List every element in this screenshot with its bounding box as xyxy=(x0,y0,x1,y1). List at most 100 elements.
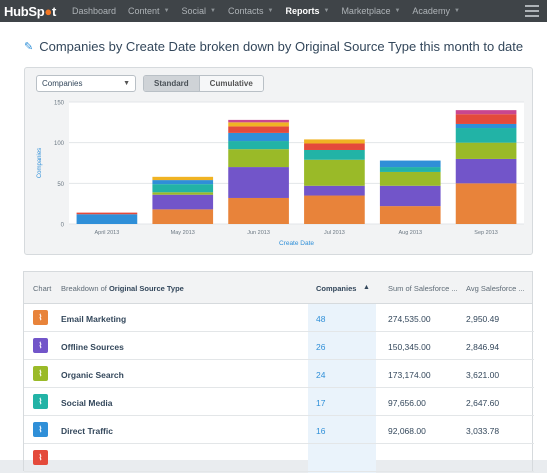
row-avg: 3,621.00 xyxy=(466,370,500,380)
row-avg: 2,846.94 xyxy=(466,342,500,352)
row-source-name[interactable]: Direct Traffic xyxy=(61,426,113,436)
chevron-down-icon: ▼ xyxy=(394,8,401,14)
nav-label: Reports xyxy=(285,6,320,16)
row-companies[interactable]: 24 xyxy=(316,370,326,380)
row-sum: 173,174.00 xyxy=(388,370,431,380)
bar-segment xyxy=(228,197,289,224)
row-source-name[interactable]: Social Media xyxy=(61,398,113,408)
series-chart-icon[interactable]: ⌇ xyxy=(33,422,48,437)
table-row[interactable]: ⌇ Email Marketing 48 274,535.00 2,950.49 xyxy=(24,304,534,332)
chevron-down-icon: ▼ xyxy=(163,8,170,14)
bar-segment xyxy=(152,209,214,224)
y-axis-label: Companies xyxy=(37,148,43,178)
nav-item-social[interactable]: Social ▼ xyxy=(176,0,222,22)
chevron-down-icon: ▼ xyxy=(323,8,330,14)
header-breakdown[interactable]: Breakdown of Original Source Type xyxy=(61,284,184,293)
nav-label: Contacts xyxy=(227,6,264,16)
series-chart-icon[interactable]: ⌇ xyxy=(33,338,48,353)
bar-segment xyxy=(152,192,214,195)
row-avg: 2,647.60 xyxy=(466,398,500,408)
pencil-icon[interactable]: ✎ xyxy=(24,41,34,53)
row-source-name[interactable]: Organic Search xyxy=(61,370,124,380)
series-chart-icon[interactable]: ⌇ xyxy=(33,366,48,381)
bar-segment xyxy=(379,160,441,168)
header-companies[interactable]: Companies xyxy=(316,284,357,293)
plot-area xyxy=(69,102,524,224)
bar-segment xyxy=(379,185,441,207)
nav-item-marketplace[interactable]: Marketplace ▼ xyxy=(335,0,406,22)
bar-segment xyxy=(304,139,365,144)
bar-segment xyxy=(228,122,289,127)
bar-segment xyxy=(228,132,289,142)
row-sum: 92,068.00 xyxy=(388,426,426,436)
row-source-name[interactable]: Email Marketing xyxy=(61,314,127,324)
row-companies[interactable]: 16 xyxy=(316,426,326,436)
metric-select-value: Companies xyxy=(42,79,83,88)
table-row[interactable]: ⌇ Direct Traffic 16 92,068.00 3,033.78 xyxy=(24,416,534,444)
series-chart-icon[interactable]: ⌇ xyxy=(33,394,48,409)
chart-panel: Companies ▼ Standard Cumulative 0 50 100 15… xyxy=(24,67,533,255)
series-chart-icon[interactable]: ⌇ xyxy=(33,450,48,465)
nav-item-academy[interactable]: Academy ▼ xyxy=(406,0,465,22)
chevron-down-icon: ▼ xyxy=(267,8,274,14)
view-toggle: Standard Cumulative xyxy=(143,75,264,92)
hamburger-menu-icon[interactable] xyxy=(525,5,539,17)
y-tick-label: 0 xyxy=(61,223,65,229)
bar-segment xyxy=(228,126,289,133)
row-sum: 150,345.00 xyxy=(388,342,431,352)
cumulative-button[interactable]: Cumulative xyxy=(199,76,263,91)
chevron-down-icon: ▼ xyxy=(123,80,130,87)
nav-label: Content xyxy=(128,6,160,16)
bar-segment xyxy=(304,185,365,196)
nav-item-contacts[interactable]: Contacts ▼ xyxy=(222,0,279,22)
row-source-name[interactable]: Offline Sources xyxy=(61,342,124,352)
chevron-down-icon: ▼ xyxy=(210,8,216,14)
hubspot-logo[interactable]: HubSp●t xyxy=(0,4,66,19)
table-row[interactable]: ⌇ Social Media 17 97,656.00 2,647.60 xyxy=(24,388,534,416)
breakdown-table: Chart Breakdown of Original Source Type … xyxy=(23,271,534,472)
row-avg: 2,950.49 xyxy=(466,314,500,324)
bar-segment xyxy=(455,114,517,124)
bar-segment xyxy=(379,206,441,224)
metric-select[interactable]: Companies ▼ xyxy=(36,75,136,92)
series-chart-icon[interactable]: ⌇ xyxy=(33,310,48,325)
bar-segment xyxy=(152,180,214,185)
header-sum[interactable]: Sum of Salesforce ... xyxy=(388,284,458,293)
row-sum: 97,656.00 xyxy=(388,398,426,408)
nav-item-dashboard[interactable]: Dashboard xyxy=(66,0,122,22)
row-avg: 3,033.78 xyxy=(466,426,500,436)
bar-segment xyxy=(152,176,214,181)
header-chart: Chart xyxy=(33,284,52,293)
stacked-bar-chart: 0 50 100 150 Companies April 2013 May 2013 Jun … xyxy=(37,101,524,247)
x-tick-label: Jul 2013 xyxy=(324,230,345,236)
bar-segment xyxy=(304,143,365,150)
bar-segment xyxy=(152,184,214,193)
bar-segment xyxy=(455,142,517,159)
nav-label: Social xyxy=(181,6,207,16)
bar-segment xyxy=(76,214,138,224)
bar-segment xyxy=(304,149,365,160)
bar-segment xyxy=(455,123,517,129)
nav-label: Academy xyxy=(412,6,450,16)
table-row[interactable]: ⌇ xyxy=(24,444,534,472)
row-companies[interactable]: 48 xyxy=(316,314,326,324)
sort-ascending-icon[interactable]: ▲ xyxy=(363,284,370,291)
row-companies[interactable]: 26 xyxy=(316,342,326,352)
nav-item-content[interactable]: Content ▼ xyxy=(122,0,175,22)
top-nav-bar: HubSp●t Dashboard Content ▼ Social ▼ Conta… xyxy=(0,0,547,22)
nav-label: Marketplace xyxy=(341,6,391,16)
bar-segment xyxy=(304,159,365,186)
table-row[interactable]: ⌇ Organic Search 24 173,174.00 3,621.00 xyxy=(24,360,534,388)
report-title-row: ✎ Companies by Create Date broken down b… xyxy=(24,39,523,54)
nav-item-reports[interactable]: Reports ▼ xyxy=(279,0,335,22)
table-row[interactable]: ⌇ Offline Sources 26 150,345.00 2,846.94 xyxy=(24,332,534,360)
bar-segment xyxy=(379,171,441,186)
x-tick-label: Sep 2013 xyxy=(474,230,498,236)
row-companies[interactable]: 17 xyxy=(316,398,326,408)
x-tick-label: Jun 2013 xyxy=(247,230,270,236)
y-tick-label: 150 xyxy=(54,101,65,107)
standard-button[interactable]: Standard xyxy=(144,76,200,91)
header-avg[interactable]: Avg Salesforce ... xyxy=(466,284,525,293)
bar-segment xyxy=(304,195,365,224)
y-tick-label: 50 xyxy=(57,182,64,188)
